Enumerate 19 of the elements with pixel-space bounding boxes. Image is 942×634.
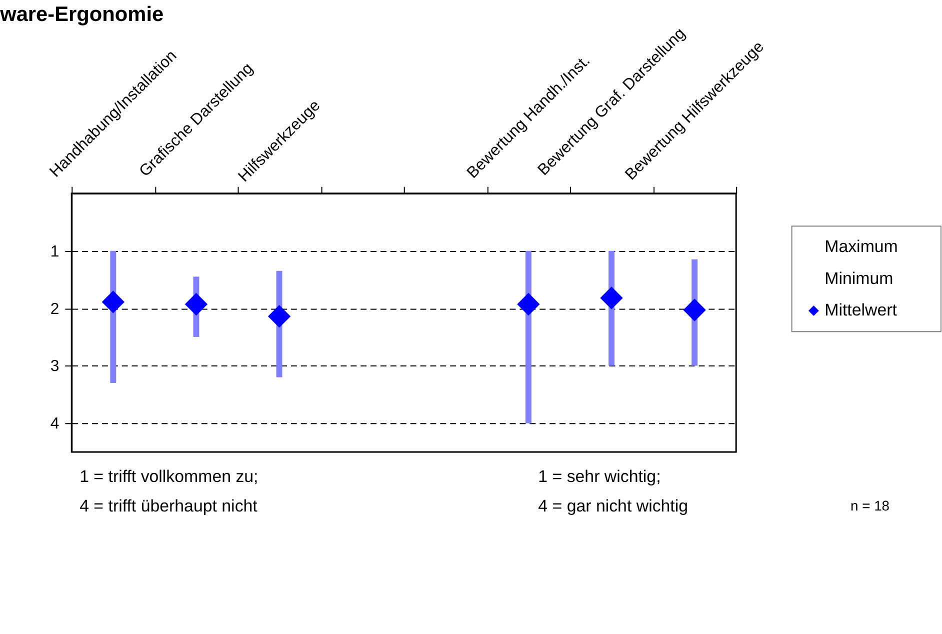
point <box>102 290 124 314</box>
text: 4 = gar nicht wichtig <box>538 496 688 516</box>
text: Maximum <box>824 237 898 256</box>
text: 4 = trifft überhaupt nicht <box>80 496 258 516</box>
point <box>268 304 291 328</box>
y-tick-label: 2 <box>50 300 60 318</box>
text: 1 = trifft vollkommen zu; <box>80 466 258 486</box>
legend-label: Mittelwert <box>824 300 898 320</box>
text: 1 = sehr wichtig; <box>538 466 661 486</box>
point <box>184 292 208 316</box>
text: n = 18 <box>850 498 890 514</box>
point <box>683 298 706 322</box>
text: Minimum <box>824 268 894 288</box>
y-tick-label: 4 <box>50 416 60 433</box>
point <box>600 286 623 310</box>
y-tick-label: 3 <box>50 358 60 376</box>
chart-title: ware-Ergonomie <box>0 3 164 26</box>
point <box>517 292 540 316</box>
y-tick-label: 1 <box>50 243 60 260</box>
